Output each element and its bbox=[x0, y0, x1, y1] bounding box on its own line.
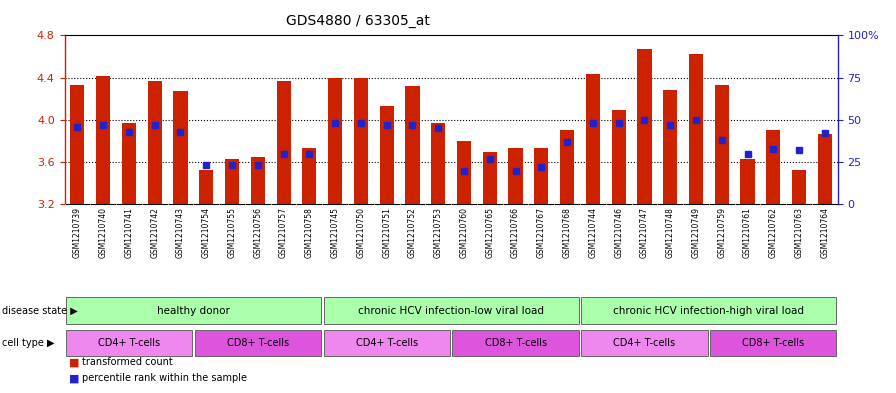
Bar bbox=[792, 169, 806, 204]
Bar bbox=[65, 298, 321, 324]
Text: CD8+ T-cells: CD8+ T-cells bbox=[485, 338, 547, 348]
Text: transformed count: transformed count bbox=[82, 358, 173, 367]
Bar bbox=[689, 54, 703, 204]
Bar bbox=[354, 77, 368, 204]
Bar bbox=[582, 298, 837, 324]
Text: CD8+ T-cells: CD8+ T-cells bbox=[742, 338, 805, 348]
Bar bbox=[818, 134, 832, 204]
Text: CD4+ T-cells: CD4+ T-cells bbox=[356, 338, 418, 348]
Bar bbox=[251, 157, 265, 204]
Text: disease state ▶: disease state ▶ bbox=[2, 306, 78, 316]
Text: percentile rank within the sample: percentile rank within the sample bbox=[82, 373, 247, 383]
Bar bbox=[323, 298, 579, 324]
Text: ■: ■ bbox=[69, 373, 80, 383]
Bar bbox=[637, 49, 651, 204]
Bar bbox=[711, 330, 837, 356]
Text: ■: ■ bbox=[69, 358, 80, 367]
Text: GDS4880 / 63305_at: GDS4880 / 63305_at bbox=[287, 14, 430, 28]
Bar bbox=[96, 75, 110, 204]
Bar bbox=[405, 86, 419, 204]
Text: CD4+ T-cells: CD4+ T-cells bbox=[614, 338, 676, 348]
Text: CD4+ T-cells: CD4+ T-cells bbox=[98, 338, 160, 348]
Bar bbox=[715, 85, 728, 204]
Bar bbox=[663, 90, 677, 204]
Bar bbox=[328, 77, 342, 204]
Bar bbox=[225, 159, 239, 204]
Bar bbox=[509, 149, 522, 204]
Bar bbox=[277, 81, 290, 204]
Bar bbox=[560, 130, 574, 204]
Bar bbox=[174, 91, 187, 204]
Bar bbox=[766, 130, 780, 204]
Bar bbox=[457, 141, 471, 204]
Text: chronic HCV infection-low viral load: chronic HCV infection-low viral load bbox=[358, 306, 544, 316]
Bar bbox=[323, 330, 450, 356]
Text: cell type ▶: cell type ▶ bbox=[2, 338, 55, 348]
Bar bbox=[534, 149, 548, 204]
Bar bbox=[65, 330, 192, 356]
Text: chronic HCV infection-high viral load: chronic HCV infection-high viral load bbox=[614, 306, 805, 316]
Bar bbox=[194, 330, 321, 356]
Bar bbox=[483, 152, 497, 204]
Bar bbox=[70, 85, 84, 204]
Bar bbox=[148, 81, 162, 204]
Bar bbox=[302, 149, 316, 204]
Bar bbox=[612, 110, 625, 204]
Bar bbox=[740, 159, 754, 204]
Text: CD8+ T-cells: CD8+ T-cells bbox=[227, 338, 289, 348]
Bar bbox=[431, 123, 445, 204]
Bar bbox=[582, 330, 708, 356]
Bar bbox=[586, 74, 600, 204]
Bar bbox=[452, 330, 579, 356]
Bar bbox=[122, 123, 136, 204]
Bar bbox=[199, 169, 213, 204]
Text: healthy donor: healthy donor bbox=[157, 306, 230, 316]
Bar bbox=[380, 106, 393, 204]
